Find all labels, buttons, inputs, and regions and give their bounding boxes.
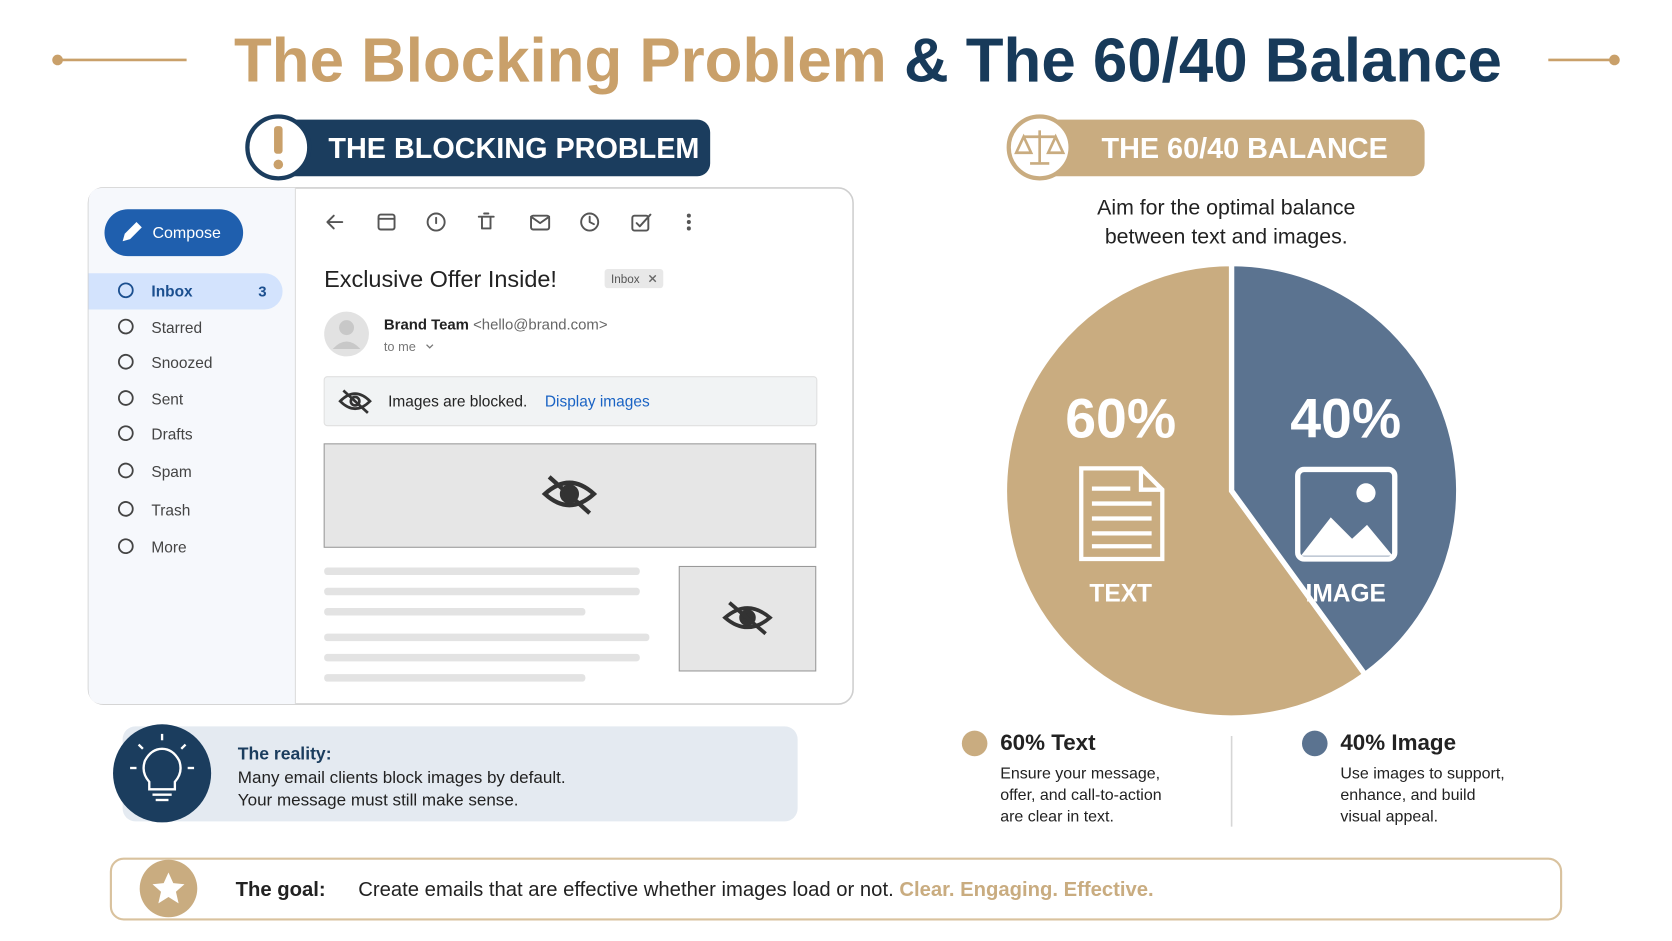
goal-tagline: Clear. Engaging. Effective. bbox=[899, 879, 1153, 901]
sidebar bbox=[88, 187, 296, 705]
legend-description: Use images to support, bbox=[1340, 766, 1504, 783]
label-chip bbox=[604, 268, 664, 289]
banner-text: Images are blocked. bbox=[388, 394, 527, 411]
legend: 60% Text Ensure your message, offer, and c… bbox=[961, 730, 1505, 825]
category-label: TEXT bbox=[1089, 581, 1152, 608]
nav-label[interactable]: Spam bbox=[151, 464, 191, 481]
legend-description: are clear in text. bbox=[1000, 808, 1114, 825]
category-label: IMAGE bbox=[1306, 581, 1386, 608]
reality-icon bbox=[113, 724, 212, 823]
nav-icon bbox=[117, 390, 134, 406]
document-icon bbox=[1079, 466, 1165, 562]
goal-text: The goal: Create emails that are effecti… bbox=[236, 879, 1154, 901]
title: The Blocking Problem & The 60/40 Balance bbox=[234, 26, 1502, 95]
title-dot bbox=[1609, 54, 1620, 66]
legend-description: enhance, and build bbox=[1340, 787, 1475, 804]
legend-swatch bbox=[961, 730, 988, 757]
display-images-link[interactable]: Display images bbox=[545, 394, 650, 411]
nav-label[interactable]: Inbox bbox=[151, 284, 193, 301]
legend-swatch bbox=[1301, 730, 1328, 757]
avatar-body bbox=[332, 341, 361, 349]
badge bbox=[1018, 119, 1425, 177]
sender: Brand Team <hello@brand.com> bbox=[384, 317, 608, 334]
chevron bbox=[426, 344, 434, 349]
recipient: to me bbox=[384, 339, 416, 354]
pie-chart: 60% TEXT 40% IMAGE bbox=[1001, 260, 1462, 721]
badge-text: THE 60/40 BALANCE bbox=[1102, 133, 1388, 165]
toolbar bbox=[326, 212, 691, 232]
nav-label[interactable]: Snoozed bbox=[151, 355, 212, 372]
nav-icon bbox=[117, 425, 134, 442]
goal-body: Create emails that are effective whether… bbox=[358, 879, 893, 901]
compose-label: Compose bbox=[152, 225, 221, 242]
nav-icon bbox=[117, 538, 134, 555]
title-part: & The 60/40 Balance bbox=[904, 26, 1502, 95]
legend-title: 40% Image bbox=[1340, 730, 1456, 755]
nav-count: 3 bbox=[258, 284, 266, 301]
label-chip-text: Inbox bbox=[611, 273, 640, 286]
reality-line: Many email clients block images by defau… bbox=[238, 768, 566, 787]
alert-icon bbox=[274, 126, 283, 154]
blocked-banner bbox=[323, 376, 818, 427]
legend-title: 60% Text bbox=[1000, 730, 1096, 755]
nav-icon bbox=[117, 318, 134, 335]
balance-subtitle: Aim for the optimal balance bbox=[1097, 196, 1355, 220]
eye-off-icon bbox=[722, 601, 773, 636]
pencil-icon bbox=[122, 222, 142, 242]
reality-heading: The reality: bbox=[238, 743, 332, 763]
star-icon bbox=[152, 872, 185, 904]
legend-description: visual appeal. bbox=[1340, 808, 1438, 825]
nav-label[interactable]: Sent bbox=[151, 391, 183, 408]
nav-label[interactable]: Starred bbox=[151, 320, 202, 337]
title-part: The Blocking Problem bbox=[234, 26, 887, 95]
compose-button[interactable] bbox=[104, 209, 244, 257]
title-dot bbox=[52, 54, 63, 66]
nav-label[interactable]: Drafts bbox=[151, 427, 192, 444]
sender-email: <hello@brand.com> bbox=[473, 317, 607, 334]
alert-icon bbox=[273, 159, 284, 170]
value-label: 40% bbox=[1290, 387, 1401, 449]
sender-name: Brand Team bbox=[384, 317, 469, 334]
nav-label[interactable]: More bbox=[151, 540, 186, 557]
value-label: 60% bbox=[1065, 387, 1176, 449]
image-icon bbox=[1295, 466, 1398, 562]
chip-close[interactable] bbox=[648, 274, 657, 283]
balance-subtitle: between text and images. bbox=[1105, 224, 1348, 248]
nav-icon bbox=[117, 282, 134, 299]
reality-box bbox=[122, 726, 798, 822]
legend-description: offer, and call-to-action bbox=[1000, 787, 1161, 804]
avatar-head bbox=[339, 320, 355, 336]
nav-icon bbox=[117, 462, 134, 479]
subject: Exclusive Offer Inside! bbox=[324, 266, 557, 292]
goal-label: The goal: bbox=[236, 879, 326, 901]
goal-box bbox=[109, 857, 1563, 921]
eye-off-icon bbox=[338, 389, 372, 414]
nav-label[interactable]: Trash bbox=[151, 502, 190, 519]
reality-line: Your message must still make sense. bbox=[238, 790, 519, 809]
badge bbox=[255, 119, 711, 177]
nav: Inbox 3 Starred Snoozed Sent Drafts Spam Trash M… bbox=[88, 273, 283, 557]
pie-icons bbox=[1079, 466, 1398, 562]
nav-highlight bbox=[88, 273, 283, 310]
pie-slice bbox=[1001, 260, 1369, 721]
badge-text: THE BLOCKING PROBLEM bbox=[328, 133, 699, 165]
text-lines bbox=[324, 567, 650, 682]
eye-off-icon bbox=[541, 475, 598, 515]
nav-icon bbox=[117, 353, 134, 370]
scale-icon bbox=[1014, 130, 1066, 165]
bulb-icon bbox=[130, 733, 195, 802]
legend-description: Ensure your message, bbox=[1000, 766, 1160, 783]
nav-icon bbox=[117, 501, 134, 517]
